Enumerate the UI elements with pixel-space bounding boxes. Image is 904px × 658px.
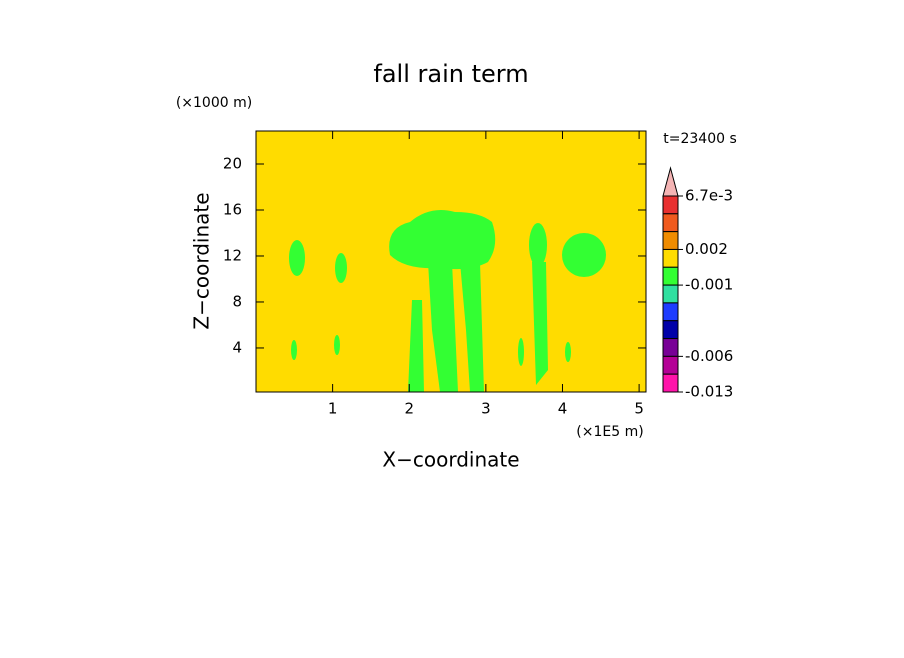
colorbar-segment: [662, 248, 679, 268]
colorbar-segment: [662, 338, 679, 357]
rain-region: [334, 335, 340, 355]
x-tick-label: 3: [481, 400, 491, 418]
x-tick-label: 5: [634, 400, 644, 418]
rain-region: [518, 338, 524, 366]
rain-region: [335, 253, 347, 283]
colorbar-segment: [662, 302, 679, 322]
colorbar-segment: [662, 213, 679, 233]
rain-region: [460, 262, 484, 392]
rain-region: [291, 340, 297, 360]
y-tick-label: 4: [232, 338, 242, 356]
rain-region: [532, 262, 548, 385]
x-tick-label: 2: [404, 400, 414, 418]
y-tick-label: 12: [223, 246, 242, 264]
rain-region: [562, 233, 606, 277]
colorbar-label: -0.006: [685, 347, 733, 365]
rain-region: [529, 223, 547, 267]
x-tick-label: 4: [558, 400, 568, 418]
colorbar-label: 0.002: [685, 240, 728, 258]
x-axis-title: X−coordinate: [382, 448, 519, 472]
colorbar-label: -0.001: [685, 276, 733, 294]
rain-region: [389, 209, 496, 270]
colorbar-arrow: [662, 166, 679, 197]
plot-frame: [255, 130, 647, 393]
y-tick-label: 16: [223, 200, 242, 218]
colorbar-label: -0.013: [685, 383, 733, 401]
y-tick-label: 8: [232, 292, 242, 310]
colorbar-segment: [662, 284, 679, 304]
colorbar-segment: [662, 355, 679, 375]
rain-region: [428, 262, 458, 392]
x-tick-label: 1: [328, 400, 338, 418]
chart-title: fall rain term: [373, 60, 528, 88]
colorbar-segment: [662, 266, 679, 286]
colorbar-segment: [662, 195, 679, 215]
colorbar-label: 6.7e-3: [685, 187, 733, 205]
y-axis-title: Z−coordinate: [190, 192, 214, 329]
y-tick-label: 20: [223, 154, 242, 172]
colorbar-segment: [662, 373, 679, 393]
colorbar-segment: [662, 231, 679, 250]
colorbar-segment: [662, 320, 679, 340]
contour-field: [289, 209, 606, 392]
x-unit: (×1E5 m): [576, 424, 643, 440]
time-label: t=23400 s: [663, 131, 737, 147]
y-unit: (×1000 m): [176, 95, 252, 111]
rain-region: [289, 240, 305, 276]
rain-region: [565, 342, 571, 362]
rain-region: [408, 300, 424, 392]
